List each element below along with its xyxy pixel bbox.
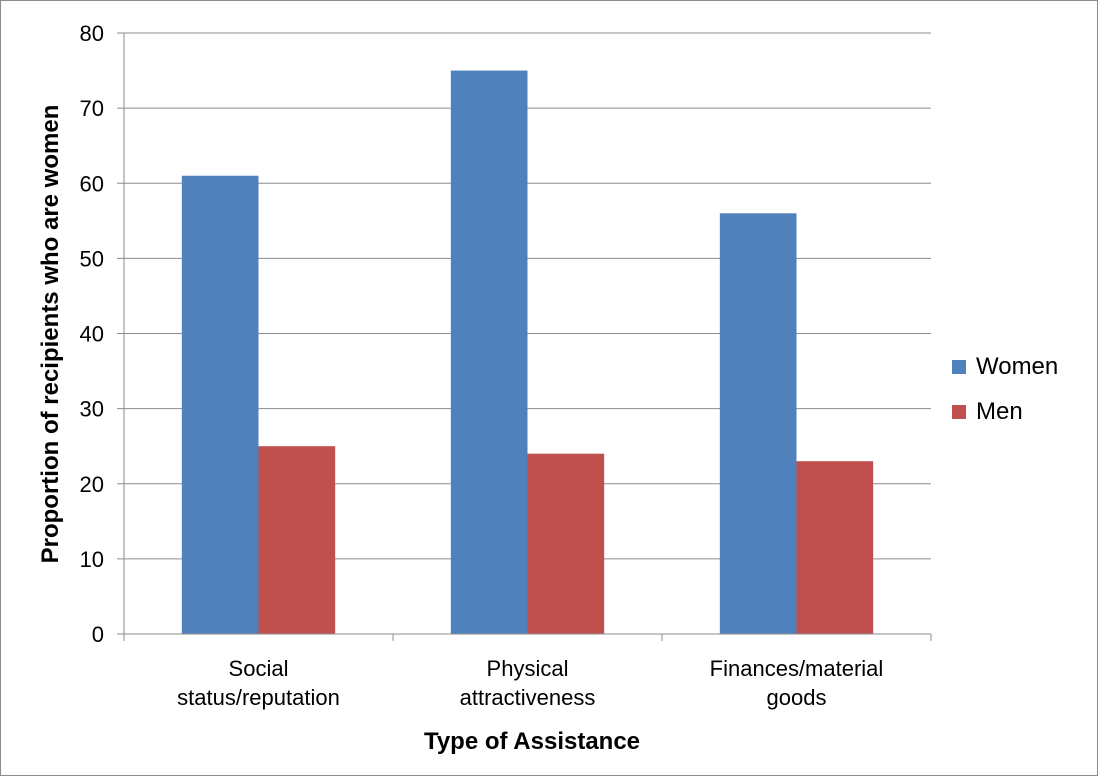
axes [123,33,932,641]
bar-women [719,213,797,635]
y-tick-label: 70 [80,96,104,121]
y-tick-labels: 0 10 20 30 40 50 60 70 80 [80,21,104,647]
x-tick-label-line: Social [229,656,289,681]
y-tick-label: 30 [80,397,104,422]
bar-men [527,453,605,634]
bar-men [796,461,874,634]
bar-women [181,175,259,635]
x-tick-label-line: Finances/material [710,656,884,681]
x-tick-label: Social status/reputation [177,656,340,710]
x-tick-label-line: goods [767,685,827,710]
x-tick-label: Finances/material goods [710,656,884,710]
y-tick-label: 0 [92,622,104,647]
y-tick-label: 50 [80,246,104,271]
x-tick-label-line: attractiveness [460,685,596,710]
y-tick-label: 40 [80,322,104,347]
legend-swatch-women [952,360,966,374]
y-tick-label: 10 [80,547,104,572]
x-tick-labels: Social status/reputation Physical attractiv… [177,656,883,710]
x-axis-title: Type of Assistance [424,728,640,755]
x-tick-label-line: status/reputation [177,685,340,710]
bar-women [450,70,528,634]
bar-men [258,446,336,634]
y-tick-label: 20 [80,472,104,497]
x-tick-label: Physical attractiveness [460,656,596,710]
bars [181,70,874,635]
y-tick-label: 60 [80,171,104,196]
y-axis-title: Proportion of recipients who are women [37,105,64,564]
legend-label-men: Men [976,398,1023,425]
y-tick-label: 80 [80,21,104,46]
legend: Women Men [952,353,1058,425]
legend-label-women: Women [976,353,1058,380]
x-tick-label-line: Physical [487,656,569,681]
legend-swatch-men [952,405,966,419]
